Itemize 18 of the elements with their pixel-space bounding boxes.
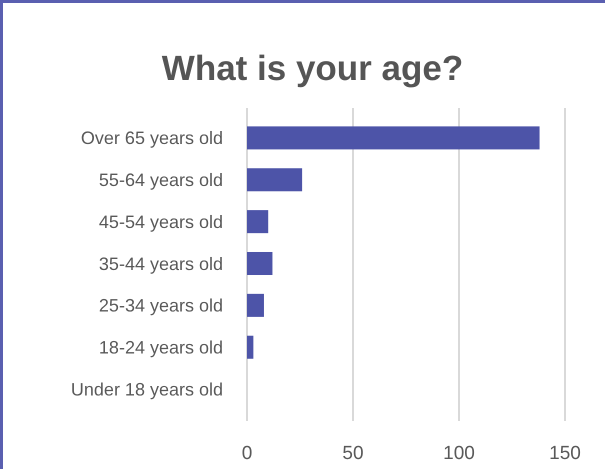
y-tick-label: Over 65 years old [80, 128, 223, 148]
y-tick-label: 55-64 years old [98, 170, 223, 190]
y-tick-label: 35-44 years old [98, 254, 223, 274]
y-tick-label: 18-24 years old [98, 338, 223, 358]
bar [247, 126, 540, 150]
x-tick-label: 0 [242, 443, 252, 464]
y-tick-label: 25-34 years old [98, 296, 223, 316]
x-tick-label: 100 [443, 443, 475, 464]
y-tick-label: 45-54 years old [98, 212, 223, 232]
chart-title: What is your age? [162, 49, 464, 88]
bar [247, 252, 272, 276]
bar [247, 294, 264, 317]
bar [247, 210, 268, 234]
bar [247, 168, 302, 192]
x-tick-label: 150 [549, 443, 581, 464]
x-tick-label: 50 [342, 443, 364, 464]
bar [247, 336, 254, 359]
y-tick-label: Under 18 years old [70, 379, 223, 400]
